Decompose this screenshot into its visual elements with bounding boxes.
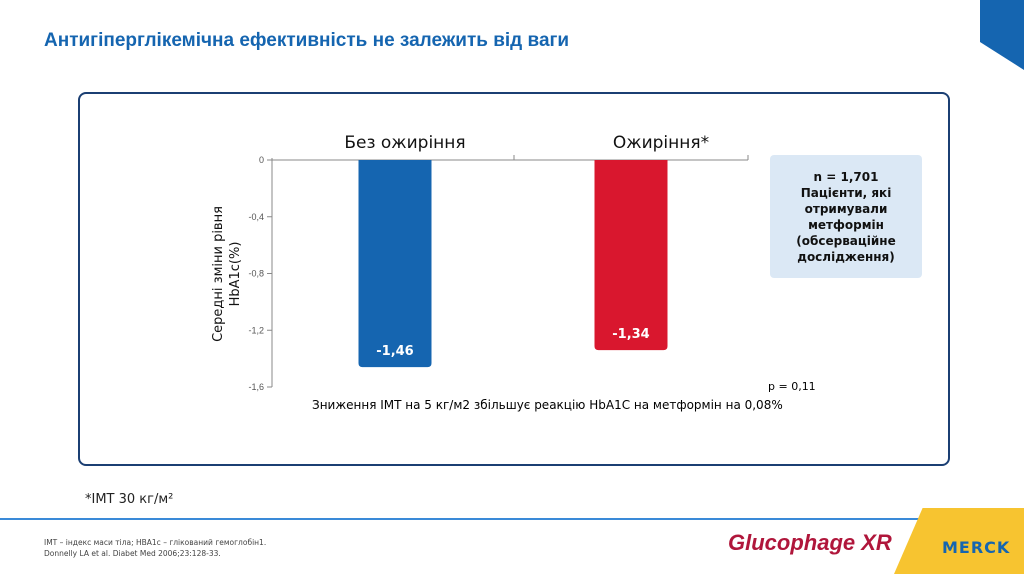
y-axis-label-line: Середні зміни рівня xyxy=(211,206,226,342)
y-tick-label: -0,8 xyxy=(248,269,264,279)
merck-logo-text: MERCK xyxy=(942,538,1011,557)
bar-data-label: -1,46 xyxy=(376,344,413,359)
footnote: *ІМТ 30 кг/м² xyxy=(85,492,174,507)
y-tick-label: -1,6 xyxy=(248,382,264,392)
bar-1 xyxy=(358,160,432,368)
info-line: дослідження) xyxy=(797,249,895,264)
bar-2 xyxy=(594,160,668,351)
y-axis-label-line: HbA1c(%) xyxy=(228,242,243,307)
info-line: метформін xyxy=(808,217,884,232)
info-line: Пацієнти, які xyxy=(800,185,892,200)
y-tick-label: -1,2 xyxy=(248,325,264,335)
info-line: (обсерваційне xyxy=(796,233,896,248)
category-label: Ожиріння* xyxy=(613,133,709,153)
y-axis-label: Середні зміни рівня HbA1c(%) xyxy=(211,206,243,342)
info-box: n = 1,701 Пацієнти, які отримували метфо… xyxy=(770,155,922,278)
references: ІМТ – індекс маси тіла; HBA1c – глікован… xyxy=(44,537,266,559)
category-label: Без ожиріння xyxy=(344,133,465,153)
chart-caption: Зниження ІМТ на 5 кг/м2 збільшує реакцію… xyxy=(312,398,783,412)
page-title: Антигіперглікемічна ефективність не зале… xyxy=(44,30,570,51)
p-value: p = 0,11 xyxy=(768,380,816,393)
divider xyxy=(0,518,930,520)
bar-data-label: -1,34 xyxy=(612,327,649,342)
chart-panel xyxy=(78,92,950,466)
y-tick-label: 0 xyxy=(259,155,264,165)
reference-line: ІМТ – індекс маси тіла; HBA1c – глікован… xyxy=(44,538,267,547)
info-line: n = 1,701 xyxy=(813,169,879,184)
glucophage-logo: Glucophage XR xyxy=(728,530,892,555)
reference-line: Donnelly LA et al. Diabet Med 2006;23:12… xyxy=(44,549,221,558)
y-tick-label: -0,4 xyxy=(248,212,264,222)
info-line: отримували xyxy=(804,201,888,216)
